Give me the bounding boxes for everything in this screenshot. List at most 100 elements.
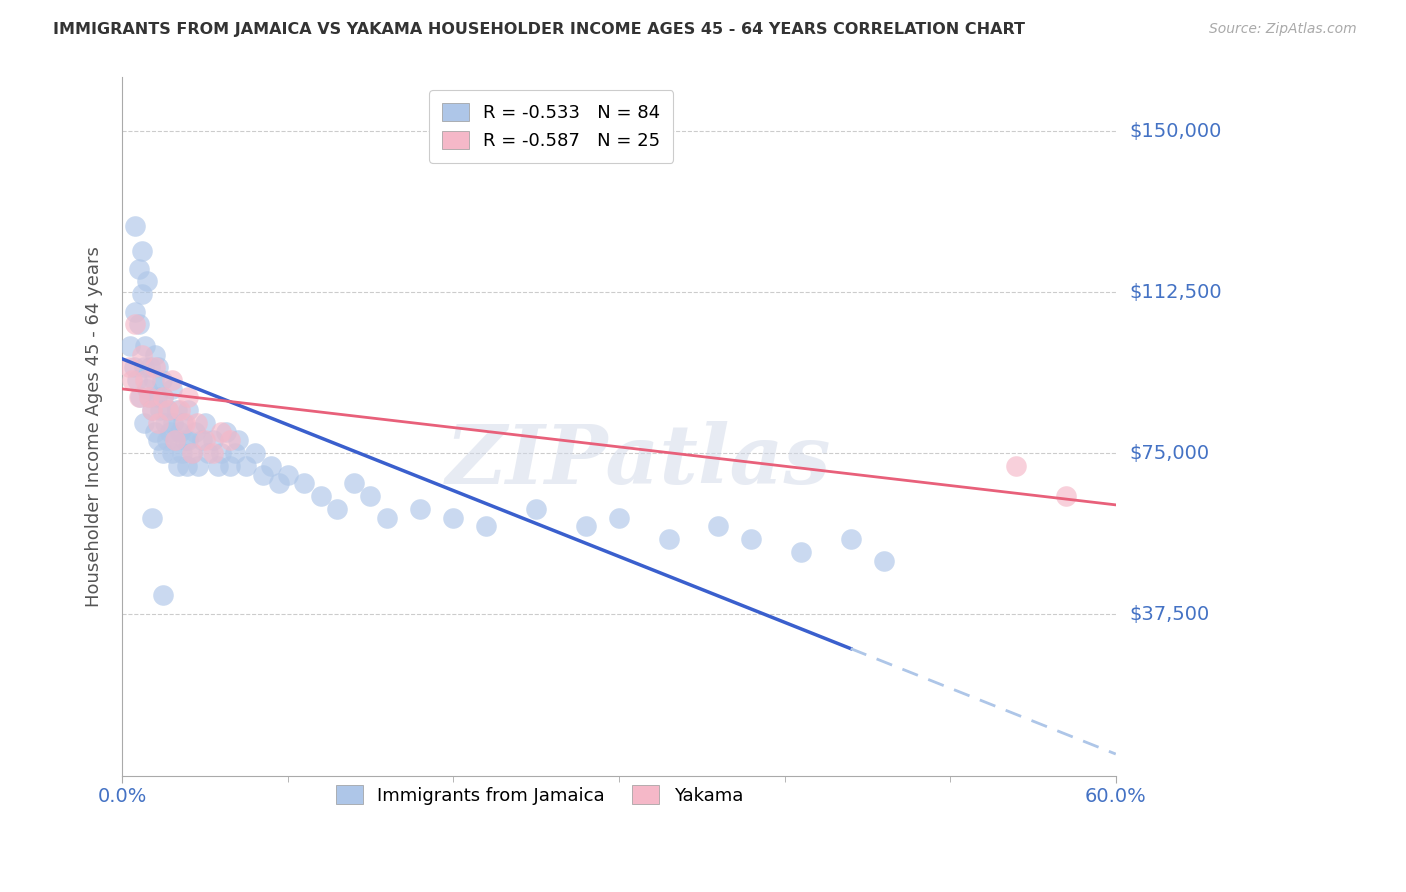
Point bbox=[135, 382, 157, 396]
Point bbox=[142, 373, 165, 387]
Point bbox=[235, 459, 257, 474]
Point bbox=[252, 467, 274, 482]
Point bbox=[138, 391, 160, 405]
Point bbox=[122, 360, 145, 375]
Point bbox=[141, 403, 163, 417]
Point bbox=[215, 425, 238, 439]
Point bbox=[277, 467, 299, 482]
Text: $37,500: $37,500 bbox=[1129, 605, 1211, 624]
Point bbox=[141, 510, 163, 524]
Text: ZIPatlas: ZIPatlas bbox=[446, 421, 831, 501]
Point bbox=[409, 502, 432, 516]
Point bbox=[162, 416, 184, 430]
Point bbox=[375, 510, 398, 524]
Point bbox=[226, 434, 249, 448]
Point bbox=[146, 391, 169, 405]
Point bbox=[177, 403, 200, 417]
Point bbox=[148, 360, 170, 375]
Point bbox=[139, 360, 162, 375]
Point bbox=[160, 382, 183, 396]
Point bbox=[194, 434, 217, 448]
Point bbox=[124, 318, 146, 332]
Point bbox=[152, 391, 174, 405]
Point bbox=[186, 416, 208, 430]
Point bbox=[134, 339, 156, 353]
Point bbox=[169, 425, 191, 439]
Point bbox=[124, 219, 146, 233]
Point bbox=[190, 434, 212, 448]
Point bbox=[176, 459, 198, 474]
Point bbox=[118, 360, 141, 375]
Text: $112,500: $112,500 bbox=[1129, 283, 1222, 301]
Point bbox=[149, 403, 172, 417]
Point bbox=[194, 416, 217, 430]
Point bbox=[187, 459, 209, 474]
Point bbox=[166, 403, 188, 417]
Point bbox=[269, 476, 291, 491]
Point bbox=[607, 510, 630, 524]
Point bbox=[169, 403, 191, 417]
Point bbox=[135, 275, 157, 289]
Point bbox=[174, 434, 197, 448]
Point bbox=[260, 459, 283, 474]
Point bbox=[157, 403, 180, 417]
Text: $150,000: $150,000 bbox=[1129, 121, 1222, 141]
Point bbox=[309, 489, 332, 503]
Point bbox=[156, 434, 179, 448]
Point bbox=[160, 373, 183, 387]
Point bbox=[177, 391, 200, 405]
Point bbox=[152, 588, 174, 602]
Point bbox=[707, 519, 730, 533]
Point bbox=[740, 533, 762, 547]
Point bbox=[1005, 459, 1028, 474]
Point bbox=[292, 476, 315, 491]
Point bbox=[359, 489, 381, 503]
Point bbox=[174, 416, 197, 430]
Point bbox=[172, 416, 194, 430]
Point bbox=[132, 416, 155, 430]
Point bbox=[129, 391, 152, 405]
Point bbox=[143, 425, 166, 439]
Point bbox=[207, 459, 229, 474]
Point bbox=[1054, 489, 1077, 503]
Point bbox=[839, 533, 862, 547]
Point bbox=[209, 446, 232, 460]
Point bbox=[658, 533, 681, 547]
Point bbox=[152, 391, 174, 405]
Point bbox=[218, 434, 240, 448]
Point bbox=[197, 446, 219, 460]
Point bbox=[134, 373, 156, 387]
Point bbox=[165, 434, 187, 448]
Point bbox=[184, 425, 207, 439]
Point bbox=[152, 446, 174, 460]
Text: IMMIGRANTS FROM JAMAICA VS YAKAMA HOUSEHOLDER INCOME AGES 45 - 64 YEARS CORRELAT: IMMIGRANTS FROM JAMAICA VS YAKAMA HOUSEH… bbox=[53, 22, 1025, 37]
Point bbox=[177, 434, 200, 448]
Point bbox=[167, 459, 190, 474]
Point bbox=[475, 519, 498, 533]
Point bbox=[180, 446, 202, 460]
Point bbox=[124, 304, 146, 318]
Point bbox=[132, 360, 155, 375]
Point bbox=[128, 391, 150, 405]
Point bbox=[873, 554, 896, 568]
Point bbox=[159, 425, 181, 439]
Point bbox=[131, 347, 153, 361]
Point bbox=[150, 373, 173, 387]
Point bbox=[153, 416, 176, 430]
Point bbox=[202, 434, 225, 448]
Point bbox=[441, 510, 464, 524]
Point bbox=[790, 545, 813, 559]
Point bbox=[326, 502, 349, 516]
Point bbox=[170, 446, 193, 460]
Text: Source: ZipAtlas.com: Source: ZipAtlas.com bbox=[1209, 22, 1357, 37]
Point bbox=[218, 459, 240, 474]
Point bbox=[165, 434, 187, 448]
Point bbox=[131, 244, 153, 259]
Point bbox=[148, 416, 170, 430]
Point bbox=[138, 391, 160, 405]
Point bbox=[160, 446, 183, 460]
Legend: Immigrants from Jamaica, Yakama: Immigrants from Jamaica, Yakama bbox=[325, 774, 754, 815]
Point bbox=[128, 318, 150, 332]
Point bbox=[143, 360, 166, 375]
Point bbox=[131, 287, 153, 301]
